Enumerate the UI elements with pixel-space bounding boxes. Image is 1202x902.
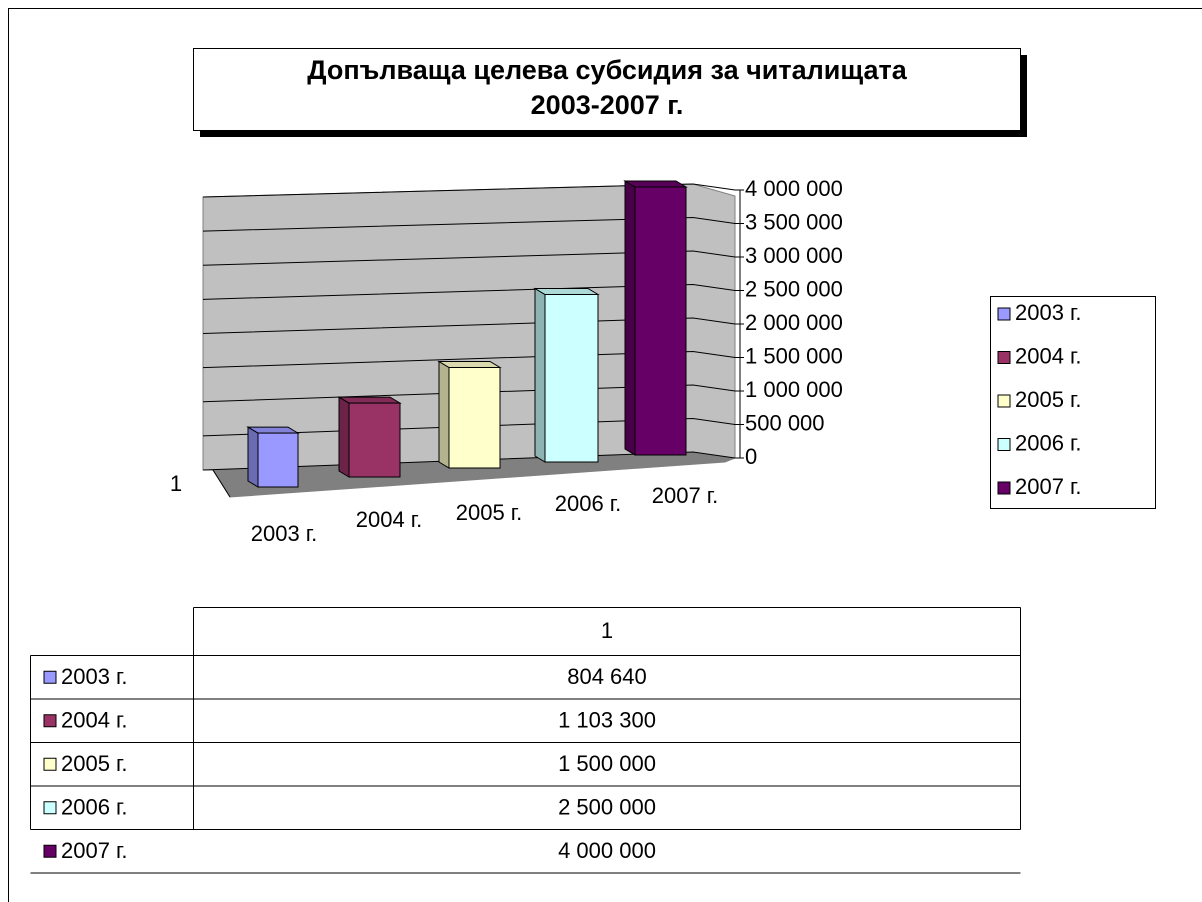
category-axis (212, 469, 231, 498)
y-tick-label: 2 000 000 (745, 310, 843, 335)
back-wall (203, 184, 735, 470)
depth-tick-label: 2004 г. (356, 507, 423, 532)
table-swatch (43, 844, 57, 858)
legend-label: 2004 г. (1015, 343, 1082, 368)
table-row-label: 2007 г. (61, 838, 128, 863)
bar (544, 294, 599, 463)
legend-label: 2003 г. (1015, 300, 1082, 325)
table-value: 804 640 (567, 664, 647, 689)
legend-swatch (997, 438, 1011, 451)
legend-swatch (997, 481, 1011, 495)
y-tick-label: 3 000 000 (745, 243, 843, 268)
legend-label: 2005 г. (1015, 387, 1082, 412)
title-box (193, 48, 1021, 131)
bar-top (623, 180, 688, 188)
bar-top (533, 288, 600, 295)
table-row-label: 2004 г. (61, 708, 128, 733)
legend-label: 2006 г. (1015, 430, 1082, 455)
legend-swatch (997, 307, 1011, 321)
bar (257, 432, 299, 488)
y-tick-label: 2 500 000 (745, 276, 843, 301)
legend-swatch (997, 394, 1011, 408)
grid-line (202, 350, 736, 369)
bar-side (438, 360, 450, 469)
bar-top (337, 396, 402, 404)
legend (990, 296, 1156, 509)
table-value: 1 103 300 (558, 708, 656, 733)
y-tick-label: 500 000 (745, 410, 825, 435)
depth-tick-label: 2003 г. (251, 521, 318, 546)
y-tick-label: 1 500 000 (745, 343, 843, 368)
table-swatch (43, 757, 57, 771)
table-row-label: 2006 г. (61, 795, 128, 820)
grid-line (202, 384, 736, 403)
bar-side (534, 287, 546, 463)
table-row-label: 2003 г. (61, 664, 128, 689)
grid-line (202, 216, 736, 232)
table-swatch (43, 801, 57, 815)
table-swatch (43, 670, 57, 684)
legend-label: 2007 г. (1015, 474, 1082, 499)
grid-line (202, 250, 736, 266)
bar (448, 367, 501, 469)
table-value: 1 500 000 (558, 751, 656, 776)
table-row-label: 2005 г. (61, 751, 128, 776)
grid-line (202, 183, 736, 198)
bar-side (338, 396, 350, 478)
y-tick-label: 1 000 000 (745, 377, 843, 402)
grid-line (202, 317, 736, 334)
bar-side (247, 426, 259, 488)
table-swatch (43, 714, 57, 728)
bar (348, 402, 401, 478)
table-header: 1 (601, 618, 613, 643)
y-tick-label: 3 500 000 (745, 209, 843, 234)
depth-tick-label: 2007 г. (652, 483, 719, 508)
depth-tick-label: 2006 г. (555, 491, 622, 516)
chart-title: Допълваща целева субсидия за читалищата (307, 55, 907, 85)
bar-side (624, 180, 636, 456)
bar (634, 186, 687, 456)
legend-swatch (997, 351, 1011, 364)
x-tick-label: 1 (170, 471, 182, 496)
floor (203, 452, 735, 497)
bar-top (437, 361, 502, 368)
table-value: 4 000 000 (558, 838, 656, 863)
chart-title: 2003-2007 г. (531, 90, 684, 120)
grid-line (202, 283, 736, 300)
y-tick-label: 0 (745, 444, 757, 469)
table-value: 2 500 000 (558, 795, 656, 820)
depth-tick-label: 2005 г. (456, 500, 523, 525)
y-tick-label: 4 000 000 (745, 176, 843, 201)
